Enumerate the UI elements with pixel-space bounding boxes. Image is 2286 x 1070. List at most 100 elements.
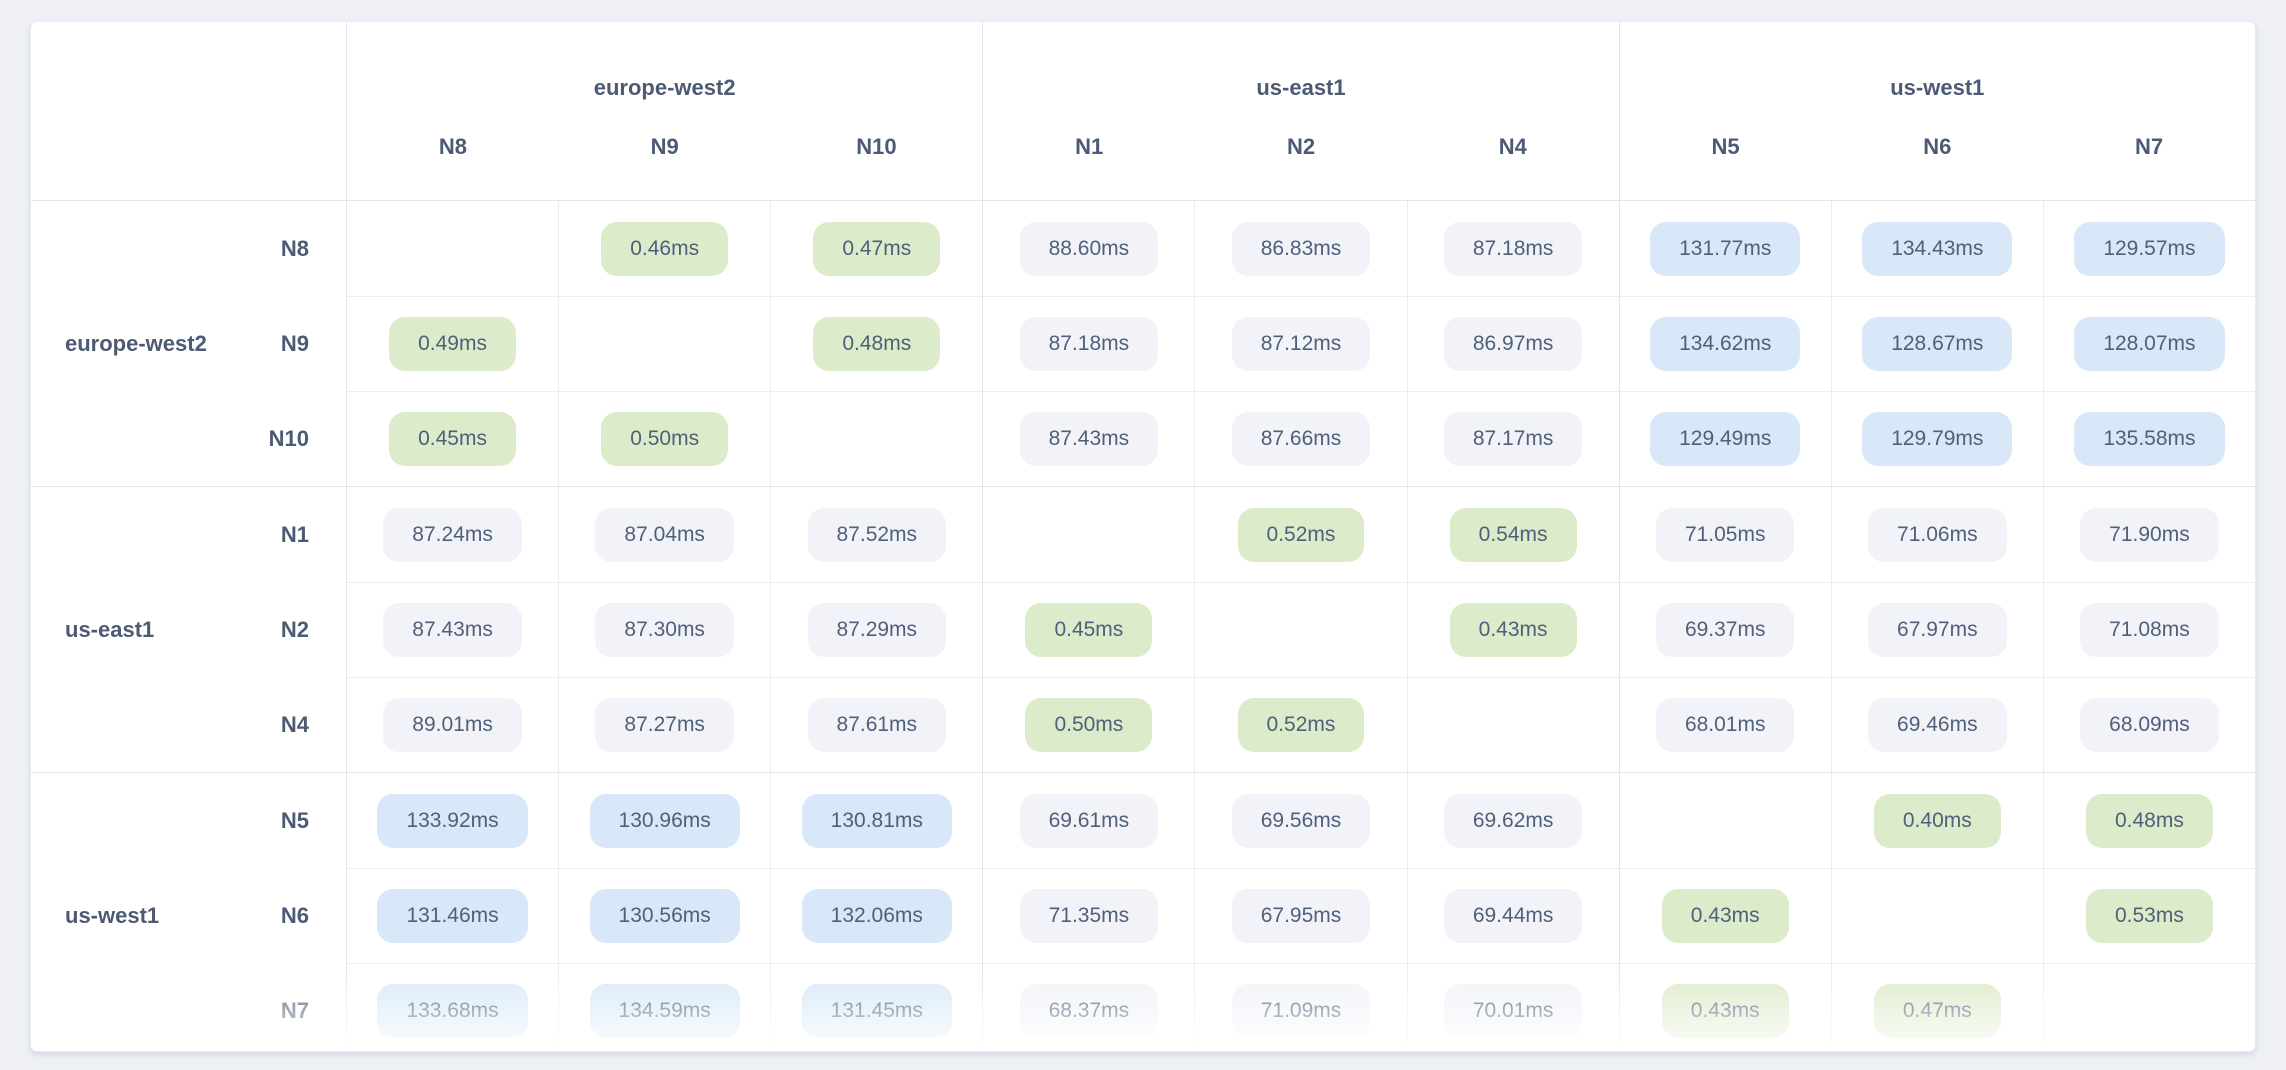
- latency-cell-n8-n4: 87.18ms: [1408, 201, 1620, 296]
- latency-cell-n4-n10: 87.61ms: [771, 678, 984, 772]
- latency-cell-n1-n10: 87.52ms: [771, 487, 984, 582]
- latency-cell-n8-n10: 0.47ms: [771, 201, 984, 296]
- row-group-labels: europe-west2 N8 N9 N10: [31, 201, 347, 486]
- latency-cell-n1-n2: 0.52ms: [1195, 487, 1408, 582]
- latency-pill: 0.45ms: [1025, 603, 1153, 657]
- latency-pill: 67.95ms: [1231, 889, 1371, 943]
- row-group-us-west1: us-west1 N5 N6 N7 133.92ms 130.96ms 130.81ms 69…: [31, 773, 2255, 1051]
- latency-pill: 0.54ms: [1449, 507, 1577, 562]
- column-header-n8: N8: [438, 134, 467, 159]
- latency-cell-n2-n6: 67.97ms: [1832, 583, 2044, 677]
- latency-pill: 0.43ms: [1449, 603, 1577, 657]
- latency-cell-n6-n6: [1832, 869, 2044, 963]
- latency-cell-n1-n6: 71.06ms: [1832, 487, 2044, 582]
- column-header-n10: N10: [856, 134, 897, 159]
- latency-pill: 70.01ms: [1443, 984, 1583, 1038]
- matrix-row-n7: 133.68ms 134.59ms 131.45ms 68.37ms 71.09ms 70…: [347, 963, 2255, 1051]
- latency-cell-n4-n8: 89.01ms: [347, 678, 560, 772]
- column-node-headers: N1 N2 N4: [983, 124, 1618, 200]
- latency-pill: 128.67ms: [1862, 317, 2013, 371]
- latency-pill: 130.96ms: [589, 793, 740, 848]
- latency-pill: 69.56ms: [1231, 793, 1371, 848]
- latency-pill: 87.43ms: [1019, 412, 1159, 466]
- latency-pill: 133.68ms: [377, 984, 528, 1038]
- latency-pill: 87.61ms: [807, 698, 947, 752]
- latency-cell-n5-n6: 0.40ms: [1832, 773, 2044, 868]
- column-header-n7: N7: [2135, 134, 2164, 159]
- latency-cell-n10-n6: 129.79ms: [1832, 392, 2044, 486]
- column-node-headers: N8 N9 N10: [347, 124, 982, 200]
- latency-pill: 130.56ms: [589, 889, 740, 943]
- row-group-label-europe-west2: europe-west2: [65, 330, 207, 356]
- latency-cell-n8-n2: 86.83ms: [1195, 201, 1408, 296]
- row-group-us-east1: us-east1 N1 N2 N4 87.24ms 87.04ms 87.52ms 0.52m…: [31, 487, 2255, 773]
- latency-cell-n9-n8: 0.49ms: [347, 297, 560, 391]
- latency-cell-n2-n1: 0.45ms: [983, 583, 1196, 677]
- row-header-n9: N9: [280, 330, 309, 356]
- latency-pill: 68.01ms: [1655, 698, 1795, 752]
- latency-cell-n2-n4: 0.43ms: [1408, 583, 1620, 677]
- latency-cell-n4-n1: 0.50ms: [983, 678, 1196, 772]
- latency-pill: 71.90ms: [2080, 507, 2219, 562]
- matrix-row-n1: 87.24ms 87.04ms 87.52ms 0.52ms 0.54ms 71.05ms…: [347, 487, 2255, 582]
- latency-cell-n5-n7: 0.48ms: [2044, 773, 2255, 868]
- latency-cell-n1-n1: [983, 487, 1196, 582]
- latency-pill: 87.17ms: [1443, 412, 1583, 466]
- latency-pill: 0.46ms: [601, 221, 729, 276]
- column-group-us-west1: us-west1 N5 N6 N7: [1620, 22, 2255, 200]
- latency-pill: 87.12ms: [1231, 317, 1371, 371]
- latency-cell-n5-n10: 130.81ms: [771, 773, 984, 868]
- latency-cell-n9-n7: 128.07ms: [2044, 297, 2255, 391]
- latency-cell-n4-n4: [1408, 678, 1620, 772]
- latency-cell-n10-n2: 87.66ms: [1195, 392, 1408, 486]
- latency-cell-n4-n6: 69.46ms: [1832, 678, 2044, 772]
- latency-cell-n1-n9: 87.04ms: [559, 487, 772, 582]
- latency-cell-n5-n1: 69.61ms: [983, 773, 1196, 868]
- latency-pill: 89.01ms: [383, 698, 522, 752]
- latency-pill: 0.40ms: [1873, 793, 2001, 848]
- row-header-n5: N5: [280, 807, 309, 833]
- latency-pill: 86.83ms: [1231, 221, 1371, 276]
- row-group-rows: 0.46ms 0.47ms 88.60ms 86.83ms 87.18ms 131.77m…: [347, 201, 2255, 486]
- latency-cell-n10-n7: 135.58ms: [2044, 392, 2255, 486]
- column-group-europe-west2: europe-west2 N8 N9 N10: [347, 22, 984, 200]
- latency-pill: 130.81ms: [801, 793, 952, 848]
- latency-cell-n10-n9: 0.50ms: [559, 392, 772, 486]
- latency-cell-n7-n5: 0.43ms: [1620, 964, 1832, 1051]
- latency-pill: 0.50ms: [601, 412, 729, 466]
- column-header-n1: N1: [1075, 134, 1104, 159]
- latency-cell-n9-n6: 128.67ms: [1832, 297, 2044, 391]
- row-header-n7: N7: [280, 997, 309, 1023]
- matrix-row-n2: 87.43ms 87.30ms 87.29ms 0.45ms 0.43ms 69.37ms…: [347, 582, 2255, 677]
- latency-cell-n10-n8: 0.45ms: [347, 392, 560, 486]
- latency-pill: 129.49ms: [1650, 412, 1801, 466]
- matrix-row-n8: 0.46ms 0.47ms 88.60ms 86.83ms 87.18ms 131.77m…: [347, 201, 2255, 296]
- row-group-labels: us-west1 N5 N6 N7: [31, 773, 347, 1051]
- row-header-n1: N1: [280, 521, 309, 547]
- latency-cell-n6-n8: 131.46ms: [347, 869, 560, 963]
- latency-cell-n6-n9: 130.56ms: [559, 869, 772, 963]
- latency-cell-n10-n5: 129.49ms: [1620, 392, 1832, 486]
- latency-cell-n7-n6: 0.47ms: [1832, 964, 2044, 1051]
- latency-pill: 87.29ms: [807, 603, 947, 657]
- latency-pill: 0.48ms: [813, 317, 941, 371]
- latency-cell-n7-n10: 131.45ms: [771, 964, 984, 1051]
- latency-pill: 132.06ms: [801, 889, 952, 943]
- row-group-label-us-east1: us-east1: [65, 616, 155, 642]
- latency-cell-n5-n8: 133.92ms: [347, 773, 560, 868]
- latency-cell-n7-n9: 134.59ms: [559, 964, 772, 1051]
- latency-cell-n6-n4: 69.44ms: [1408, 869, 1620, 963]
- column-header-n6: N6: [1923, 134, 1952, 159]
- latency-pill: 0.52ms: [1237, 698, 1365, 752]
- column-header-n2: N2: [1286, 134, 1316, 159]
- column-group-us-east1: us-east1 N1 N2 N4: [983, 22, 1620, 200]
- row-group-europe-west2: europe-west2 N8 N9 N10 0.46ms 0.47ms 88.60ms 86…: [31, 201, 2255, 487]
- latency-pill: 87.24ms: [383, 507, 522, 562]
- latency-cell-n5-n5: [1620, 773, 1832, 868]
- latency-pill: 86.97ms: [1443, 317, 1583, 371]
- latency-cell-n5-n9: 130.96ms: [559, 773, 772, 868]
- latency-pill: 134.59ms: [589, 984, 740, 1038]
- latency-matrix-card: europe-west2 N8 N9 N10 us-east1 N1 N2 N4 us-west…: [30, 21, 2256, 1052]
- latency-cell-n6-n10: 132.06ms: [771, 869, 984, 963]
- latency-cell-n8-n6: 134.43ms: [1832, 201, 2044, 296]
